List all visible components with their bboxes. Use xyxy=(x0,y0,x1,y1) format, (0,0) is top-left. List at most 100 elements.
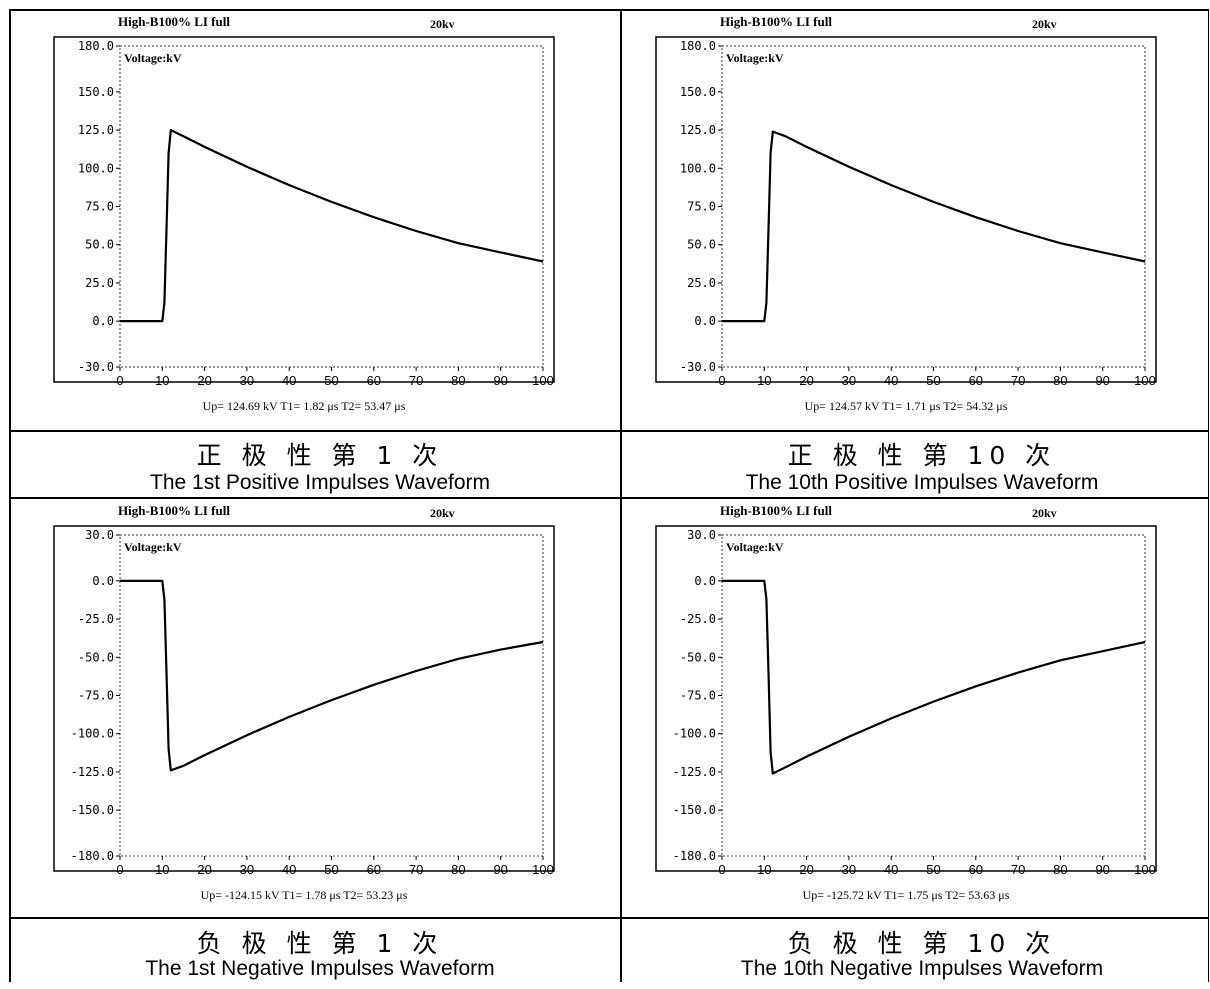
x-tick-label: 70 xyxy=(409,862,423,877)
y-tick-label: -30.0 xyxy=(680,360,716,374)
y-axis-label: Voltage:kV xyxy=(124,51,182,65)
caption-cn: 负 极 性 第 10 次 xyxy=(787,929,1057,958)
caption-cn: 负 极 性 第 1 次 xyxy=(196,929,444,958)
chart-header-voltage: 20kv xyxy=(430,506,455,520)
x-tick-label: 70 xyxy=(1011,373,1025,388)
plot-area xyxy=(119,45,544,368)
waveform-line xyxy=(722,130,1146,323)
y-tick-label: -125.0 xyxy=(71,765,114,779)
x-tick-label: 0 xyxy=(718,862,725,877)
chart-header-voltage: 20kv xyxy=(1032,506,1057,520)
y-tick-label: 25.0 xyxy=(85,276,114,290)
waveform-panel-neg-10: High-B100% LI full 20kv Voltage:kV 30.0 0.0 -… xyxy=(622,499,1210,989)
x-tick-label: 20 xyxy=(197,862,211,877)
y-tick-label: -100.0 xyxy=(673,727,716,741)
y-tick-label: 50.0 xyxy=(687,238,716,252)
x-tick-label: 20 xyxy=(799,862,813,877)
caption-en: The 10th Negative Impulses Waveform xyxy=(740,957,1104,980)
y-tick-label: -125.0 xyxy=(673,765,716,779)
chart-header-label: High-B100% LI full xyxy=(720,14,832,29)
x-tick-label: 10 xyxy=(155,862,169,877)
waveform-chart: High-B100% LI full 20kv Voltage:kV 180.0 150… xyxy=(53,14,555,413)
waveform-chart: High-B100% LI full 20kv Voltage:kV 180.0 150… xyxy=(655,14,1157,413)
x-tick-label: 60 xyxy=(367,862,381,877)
x-tick-label: 0 xyxy=(116,373,123,388)
chart-outer-frame xyxy=(53,36,555,383)
waveform-parameters: Up= -125.72 kV T1= 1.75 μs T2= 53.63 μs xyxy=(803,888,1010,902)
caption-en: The 1st Positive Impulses Waveform xyxy=(150,471,490,494)
x-tick-label: 60 xyxy=(969,862,983,877)
x-tick-label: 80 xyxy=(1053,862,1067,877)
y-tick-label: 180.0 xyxy=(78,39,114,53)
x-tick-label: 30 xyxy=(240,862,254,877)
waveform-line xyxy=(722,579,1146,775)
x-tick-label: 80 xyxy=(451,862,465,877)
x-tick-label: 40 xyxy=(282,373,296,388)
x-tick-label: 30 xyxy=(842,373,856,388)
y-tick-label: 125.0 xyxy=(680,123,716,137)
x-tick-label: 50 xyxy=(324,862,338,877)
y-tick-label: -50.0 xyxy=(680,650,716,664)
y-tick-label: 0.0 xyxy=(92,314,114,328)
waveform-chart: High-B100% LI full 20kv Voltage:kV 30.0 0.0 -… xyxy=(655,503,1157,902)
y-tick-label: 100.0 xyxy=(680,161,716,175)
x-tick-label: 90 xyxy=(1095,373,1109,388)
y-tick-label: 0.0 xyxy=(694,314,716,328)
waveform-panel-neg-1: High-B100% LI full 20kv Voltage:kV 30.0 0.0 -… xyxy=(20,499,620,989)
y-tick-label: -75.0 xyxy=(78,689,114,703)
y-tick-label: -180.0 xyxy=(673,849,716,863)
x-tick-label: 60 xyxy=(969,373,983,388)
waveform-line xyxy=(120,579,544,772)
x-tick-label: 90 xyxy=(493,373,507,388)
y-tick-label: 25.0 xyxy=(687,276,716,290)
y-tick-label: 50.0 xyxy=(85,238,114,252)
caption-en: The 1st Negative Impulses Waveform xyxy=(145,957,495,980)
caption-divider-bottom xyxy=(9,917,1209,919)
x-tick-label: 100 xyxy=(532,373,554,388)
x-tick-label: 70 xyxy=(1011,862,1025,877)
x-tick-label: 0 xyxy=(718,373,725,388)
caption-cn: 正 极 性 第 1 次 xyxy=(196,441,444,470)
x-tick-label: 0 xyxy=(116,862,123,877)
x-tick-label: 40 xyxy=(884,373,898,388)
x-tick-label: 40 xyxy=(884,862,898,877)
y-tick-label: 30.0 xyxy=(85,528,114,542)
waveform-line xyxy=(120,129,544,323)
y-tick-label: -100.0 xyxy=(71,727,114,741)
y-tick-label: 0.0 xyxy=(92,574,114,588)
y-tick-label: 150.0 xyxy=(78,85,114,99)
y-tick-label: -30.0 xyxy=(78,360,114,374)
x-tick-label: 100 xyxy=(532,862,554,877)
waveform-chart: High-B100% LI full 20kv Voltage:kV 30.0 0.0 -… xyxy=(53,503,555,902)
chart-outer-frame xyxy=(655,525,1157,872)
y-tick-label: -50.0 xyxy=(78,650,114,664)
caption-divider-top xyxy=(9,430,1209,432)
chart-outer-frame xyxy=(53,525,555,872)
plot-area xyxy=(721,45,1146,368)
x-tick-label: 70 xyxy=(409,373,423,388)
x-tick-label: 30 xyxy=(842,862,856,877)
chart-header-voltage: 20kv xyxy=(430,17,455,31)
x-tick-label: 50 xyxy=(324,373,338,388)
waveform-panel-pos-1: High-B100% LI full 20kv Voltage:kV 180.0 150… xyxy=(20,10,620,500)
y-tick-label: 180.0 xyxy=(680,39,716,53)
waveform-parameters: Up= -124.15 kV T1= 1.78 μs T2= 53.23 μs xyxy=(201,888,408,902)
x-tick-label: 40 xyxy=(282,862,296,877)
x-tick-label: 80 xyxy=(451,373,465,388)
x-tick-label: 20 xyxy=(197,373,211,388)
row-divider xyxy=(9,497,1209,499)
x-tick-label: 100 xyxy=(1134,373,1156,388)
y-axis-label: Voltage:kV xyxy=(726,51,784,65)
x-tick-label: 10 xyxy=(757,862,771,877)
y-tick-label: -25.0 xyxy=(680,612,716,626)
y-tick-label: -180.0 xyxy=(71,849,114,863)
plot-area xyxy=(119,534,544,857)
chart-header-label: High-B100% LI full xyxy=(720,503,832,518)
x-tick-label: 90 xyxy=(1095,862,1109,877)
x-tick-label: 60 xyxy=(367,373,381,388)
y-tick-label: 75.0 xyxy=(85,200,114,214)
plot-area xyxy=(721,534,1146,857)
x-tick-label: 90 xyxy=(493,862,507,877)
chart-header-label: High-B100% LI full xyxy=(118,503,230,518)
y-tick-label: 75.0 xyxy=(687,200,716,214)
